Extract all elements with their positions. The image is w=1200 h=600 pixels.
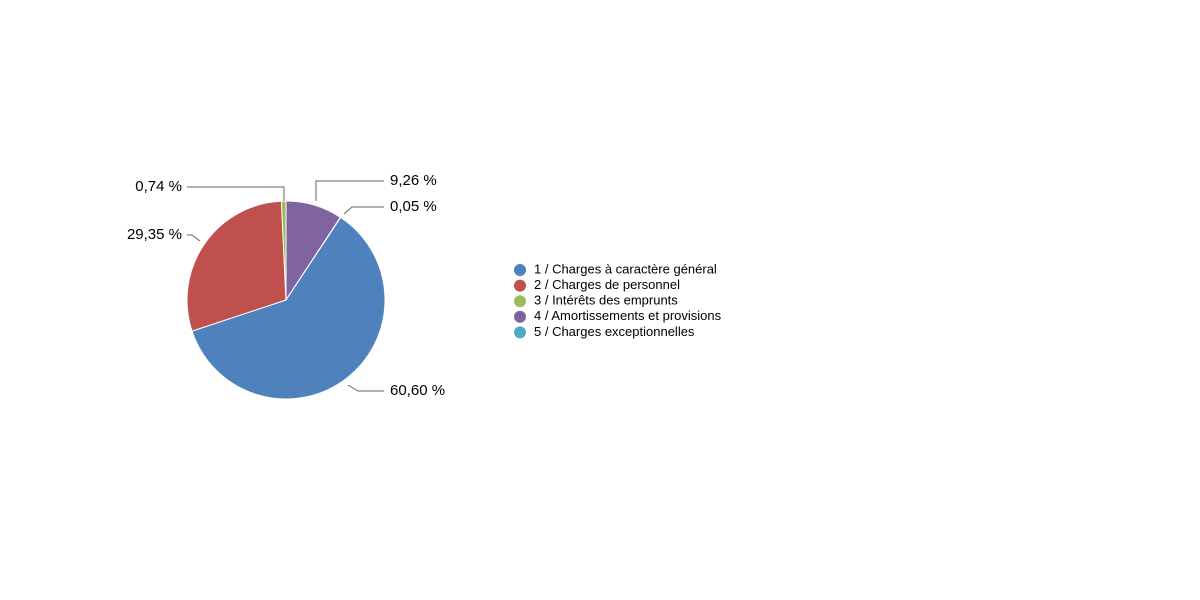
legend-marker (514, 264, 526, 276)
pie-slice (280, 200, 287, 301)
legend-marker (514, 295, 526, 308)
leader-line (187, 234, 201, 242)
data-label: 0,74 % (135, 178, 182, 195)
legend-label: 1 / Charges à caractère général (534, 261, 717, 276)
legend-marker (514, 279, 526, 292)
legend-label: 4 / Amortissements et provisions (534, 308, 722, 323)
data-label: 0,05 % (390, 198, 437, 215)
legend-label: 2 / Charges de personnel (534, 277, 680, 292)
legend-label: 5 / Charges exceptionnelles (534, 324, 695, 339)
pie-slice (186, 200, 287, 332)
data-label: 29,35 % (127, 226, 182, 243)
leader-line (315, 180, 384, 201)
legend-marker (514, 326, 526, 339)
legend-label: 3 / Intérêts des emprunts (534, 293, 678, 308)
data-label: 9,26 % (390, 172, 437, 189)
leader-line (347, 384, 384, 392)
pie-slice (191, 216, 386, 400)
leader-line (343, 206, 384, 215)
leader-line (187, 186, 285, 201)
data-label: 60,60 % (390, 382, 445, 399)
legend-marker (514, 310, 526, 323)
